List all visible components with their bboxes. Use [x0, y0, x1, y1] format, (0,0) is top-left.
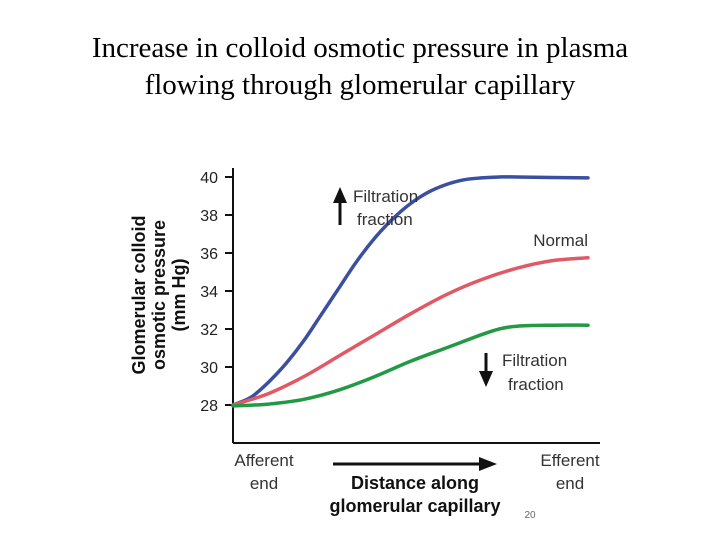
y-axis-title: Glomerular colloid osmotic pressure (mm … [129, 215, 189, 374]
y-axis-title-line-2: osmotic pressure [149, 220, 169, 370]
right-arrow-icon [333, 457, 497, 471]
y-tick-label: 40 [200, 170, 218, 187]
y-tick-label: 28 [200, 398, 218, 415]
x-start-label-line-2: end [250, 474, 278, 493]
series-lines [231, 175, 590, 408]
page-number: 20 [524, 510, 536, 521]
y-tick-label: 30 [200, 360, 218, 377]
x-axis-title-line-1: Distance along [351, 473, 479, 493]
y-tick-label: 38 [200, 208, 218, 225]
annotation-increase-line-1: Filtration [353, 187, 418, 206]
annotation-decrease: Filtration fraction [479, 351, 567, 394]
slide-title: Increase in colloid osmotic pressure in … [0, 30, 720, 104]
y-axis-title-line-3: (mm Hg) [169, 259, 189, 332]
down-arrow-icon [479, 353, 493, 387]
x-end-label-line-1: Efferent [540, 451, 600, 470]
slide-title-line-1: Increase in colloid osmotic pressure in … [91, 32, 629, 64]
annotation-normal: Normal [533, 231, 588, 250]
y-tick-label: 32 [200, 322, 218, 339]
x-end-label-line-2: end [556, 474, 584, 493]
annotation-increase: Filtration fraction [333, 187, 418, 229]
x-axis-title-line-2: glomerular capillary [329, 496, 500, 516]
series-line-high [231, 175, 590, 407]
annotation-decrease-line-1: Filtration [502, 351, 567, 370]
annotation-decrease-line-2: fraction [508, 375, 564, 394]
series-line-low [231, 323, 590, 408]
y-tick-label: 36 [200, 246, 218, 263]
up-arrow-icon [333, 187, 347, 225]
y-tick-label: 34 [200, 284, 218, 301]
y-ticks: 28 30 32 34 36 38 40 [200, 170, 233, 415]
y-axis-title-line-1: Glomerular colloid [129, 215, 149, 374]
x-start-label-line-1: Afferent [234, 451, 294, 470]
annotation-increase-line-2: fraction [357, 210, 413, 229]
slide-title-line-2: flowing through glomerular capillary [144, 69, 576, 101]
series-line-normal [231, 256, 590, 407]
